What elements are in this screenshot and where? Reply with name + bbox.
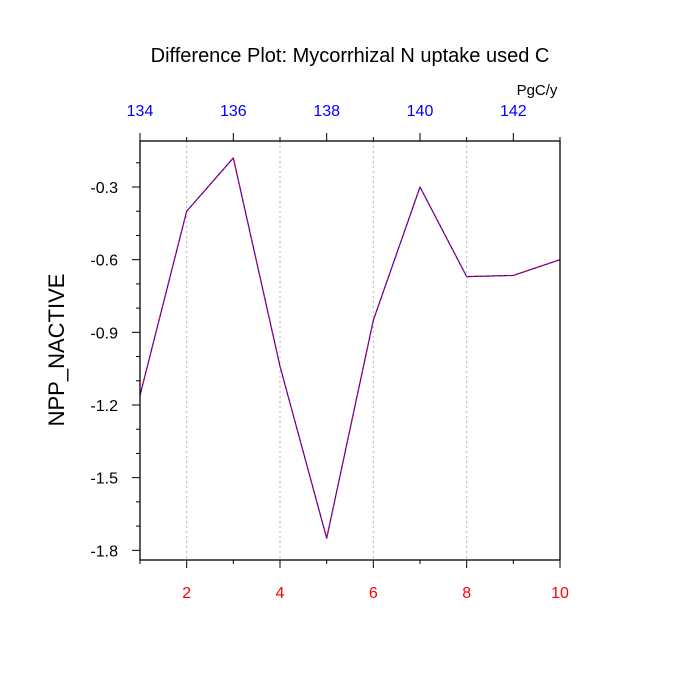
x-tick-label-0: 2 — [182, 585, 191, 602]
top-tick-label-2: 138 — [313, 103, 340, 120]
y-tick-label-0: -1.8 — [90, 543, 118, 560]
chart-title: Difference Plot: Mycorrhizal N uptake us… — [151, 45, 550, 67]
series-line-overlay-0 — [139, 157, 561, 539]
top-tick-label-4: 142 — [500, 103, 527, 120]
y-tick-label-4: -0.6 — [90, 253, 118, 270]
x-tick-label-2: 6 — [369, 585, 378, 602]
top-tick-label-0: 134 — [127, 103, 154, 120]
y-tick-label-1: -1.5 — [90, 471, 118, 488]
y-tick-label-2: -1.2 — [90, 398, 118, 415]
x-tick-label-4: 10 — [551, 585, 569, 602]
x-tick-label-1: 4 — [276, 585, 285, 602]
y-tick-label-5: -0.3 — [90, 180, 118, 197]
series-line-0 — [139, 157, 561, 539]
top-tick-label-3: 140 — [407, 103, 434, 120]
x-gridlines — [186, 141, 468, 560]
top-axis-unit-label: PgC/y — [517, 82, 558, 99]
axis-ticks — [132, 133, 561, 568]
tick-labels: 2 4 6 8 10 134 136 138 140 142 -1.8 -1.5 -1.2 -0.9 -0.… — [90, 103, 569, 602]
y-axis-label: NPP_NACTIVE — [44, 274, 69, 427]
plot-frame — [139, 140, 561, 561]
y-tick-label-3: -0.9 — [90, 325, 118, 342]
series-group — [139, 157, 561, 539]
x-tick-label-3: 8 — [462, 585, 471, 602]
top-tick-label-1: 136 — [220, 103, 247, 120]
